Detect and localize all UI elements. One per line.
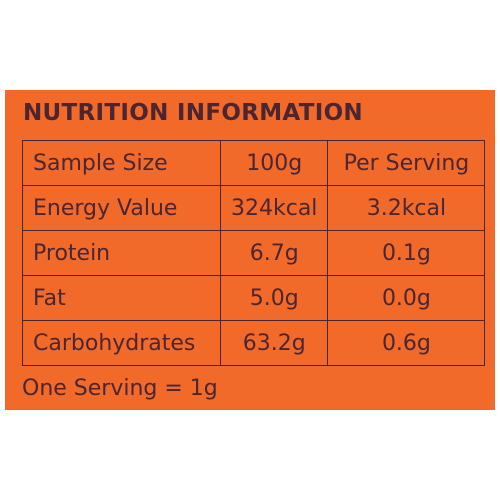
cell: Protein: [22, 230, 221, 276]
header-cell: 100g: [219, 140, 329, 186]
cell: Energy Value: [22, 185, 221, 231]
row: Energy Value 324kcal 3.2kcal: [22, 185, 486, 231]
cell: 6.7g: [219, 230, 329, 276]
cell: Carbohydrates: [22, 320, 221, 366]
cell: 3.2kcal: [327, 185, 486, 231]
footnote: One Serving = 1g: [22, 376, 218, 401]
row: Fat 5.0g 0.0g: [22, 275, 486, 321]
cell: 324kcal: [219, 185, 329, 231]
nutrition-table: Sample Size 100g Per Serving Energy Valu…: [22, 140, 486, 366]
cell: 0.0g: [327, 275, 486, 321]
cell: Fat: [22, 275, 221, 321]
cell: 0.1g: [327, 230, 486, 276]
title: NUTRITION INFORMATION: [23, 100, 363, 126]
header-cell: Per Serving: [327, 140, 486, 186]
header-row: Sample Size 100g Per Serving: [22, 140, 486, 186]
header-cell: Sample Size: [22, 140, 221, 186]
cell: 0.6g: [327, 320, 486, 366]
row: Carbohydrates 63.2g 0.6g: [22, 320, 486, 366]
cell: 5.0g: [219, 275, 329, 321]
cell: 63.2g: [219, 320, 329, 366]
label-panel: NUTRITION INFORMATION Sample Size 100g P…: [5, 90, 495, 410]
row: Protein 6.7g 0.1g: [22, 230, 486, 276]
